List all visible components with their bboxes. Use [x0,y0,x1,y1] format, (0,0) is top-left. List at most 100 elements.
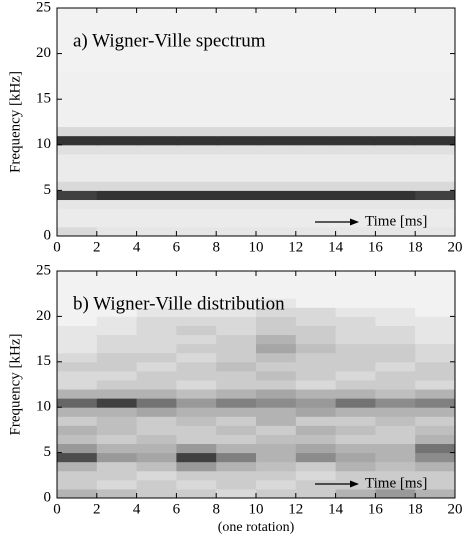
heat-cell [216,217,257,228]
heat-cell [335,425,376,435]
heat-cell [415,163,456,173]
heat-cell [375,370,416,381]
y-tick-label: 15 [36,353,51,369]
heat-cell [295,280,337,290]
heat-cell [295,108,337,118]
heat-cell [176,461,217,472]
heat-cell [295,470,337,481]
heat-cell [375,17,416,27]
heat-cell [176,452,217,463]
heat-cell [335,470,376,481]
heat-cell [136,452,177,463]
heat-cell [335,298,376,308]
heat-cell [57,62,98,73]
heat-cell [216,190,257,201]
heat-cell [176,135,217,146]
x-tick-label: 14 [328,501,344,517]
heat-cell [335,44,376,55]
heat-cell [415,117,456,128]
heat-cell [216,226,257,237]
heat-cell [375,389,416,399]
heat-cell [96,407,138,417]
heat-cell [375,316,416,326]
heat-cell [295,181,337,191]
heat-cell [176,226,217,237]
heat-cell [57,172,98,182]
heat-cell [295,434,337,445]
heat-cell [96,361,138,372]
heat-cell [375,343,416,354]
heat-cell [295,44,337,55]
heat-cell [415,334,456,345]
heat-cell [136,26,177,36]
heat-cell [256,190,297,201]
heat-cell [295,62,337,73]
heat-cell [335,26,376,36]
heat-cell [415,316,456,326]
heat-cell [136,199,177,210]
heat-cell [136,153,177,164]
heat-cell [415,325,456,336]
heat-cell [415,461,456,472]
heat-cell [216,316,257,326]
heat-cell [216,352,257,363]
heat-cell [136,62,177,73]
heat-cell [176,334,217,345]
heat-cell [176,352,217,363]
heat-cell [415,352,456,363]
heat-cell [176,379,217,390]
heat-cell [216,434,257,445]
heat-cell [57,470,98,481]
heat-cell [415,416,456,426]
heat-cell [136,99,177,109]
heat-cell [375,172,416,182]
heat-cell [136,71,177,82]
heat-cell [256,352,297,363]
heat-cell [335,398,376,408]
heat-cell [256,334,297,345]
heat-cell [335,208,376,219]
heat-cell [256,452,297,463]
heat-cell [96,217,138,228]
heat-cell [335,126,376,137]
heat-cell [57,307,98,317]
heat-cell [415,26,456,36]
heat-cell [136,370,177,381]
heat-cell [57,90,98,100]
heat-cell [57,289,98,299]
heat-cell [375,135,416,146]
heat-cell [256,153,297,164]
x-tick-label: 2 [93,501,101,517]
heat-cell [96,17,138,27]
heat-cell [256,280,297,290]
heat-cell [216,80,257,91]
x-tick-label: 0 [53,501,61,517]
heat-cell [216,62,257,73]
heat-cell [96,71,138,82]
heat-cell [176,17,217,27]
x-tick-label: 6 [173,501,181,517]
x-tick-label: 0 [53,239,61,255]
heat-cell [335,117,376,128]
annotation: Time [ms] [365,213,427,229]
x-tick-label: 20 [448,501,463,517]
heat-cell [375,289,416,299]
heat-cell [415,208,456,219]
heat-cell [136,289,177,299]
heat-cell [176,343,217,354]
heat-cell [335,153,376,164]
heat-cell [96,316,138,326]
heat-cell [295,17,337,27]
heat-cell [256,226,297,237]
heat-cell [415,35,456,45]
heat-cell [256,407,297,417]
heat-cell [335,461,376,472]
heat-cell [57,99,98,109]
y-tick-label: 10 [36,136,51,152]
heat-cell [415,153,456,164]
heat-cell [96,199,138,210]
heat-cell [256,217,297,228]
heat-cell [335,416,376,426]
heat-cell [216,343,257,354]
heat-cell [57,153,98,164]
